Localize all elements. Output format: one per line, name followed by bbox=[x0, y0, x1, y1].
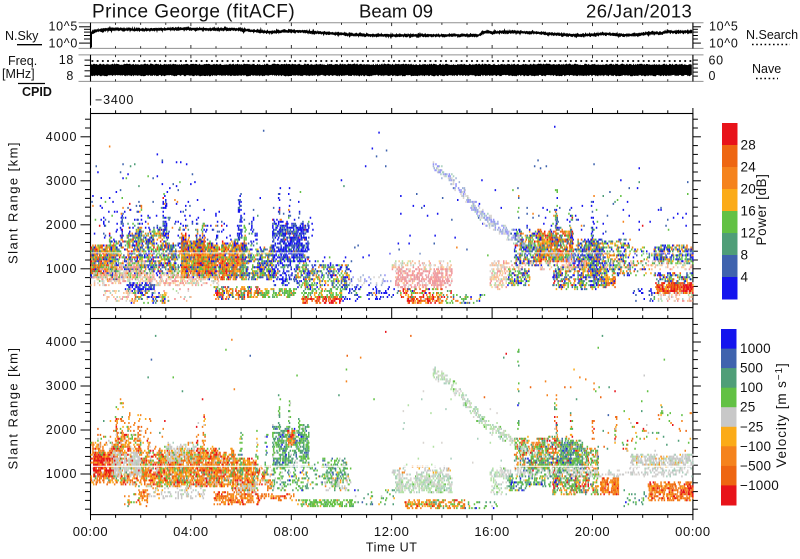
svg-text:Freq.: Freq. bbox=[8, 54, 37, 68]
svg-text:04:00: 04:00 bbox=[173, 524, 209, 539]
svg-text:1000: 1000 bbox=[740, 341, 771, 356]
svg-text:16: 16 bbox=[741, 204, 756, 219]
svg-text:20:00: 20:00 bbox=[575, 524, 611, 539]
svg-text:100: 100 bbox=[740, 380, 763, 395]
svg-text:Prince George (fitACF): Prince George (fitACF) bbox=[92, 1, 295, 22]
svg-text:3000: 3000 bbox=[46, 174, 78, 188]
svg-text:N.Sky: N.Sky bbox=[5, 29, 39, 43]
svg-text:28: 28 bbox=[741, 138, 756, 153]
svg-text:Velocity [m s−1]: Velocity [m s−1] bbox=[774, 362, 789, 467]
svg-text:12:00: 12:00 bbox=[374, 524, 410, 539]
svg-text:16:00: 16:00 bbox=[474, 524, 510, 539]
svg-text:CPID: CPID bbox=[22, 85, 52, 99]
svg-text:10^5: 10^5 bbox=[709, 19, 739, 33]
svg-text:1000: 1000 bbox=[46, 467, 78, 481]
svg-text:8: 8 bbox=[741, 248, 749, 263]
svg-text:Slant Range [km]: Slant Range [km] bbox=[6, 347, 21, 470]
svg-text:[MHz]: [MHz] bbox=[2, 67, 35, 81]
svg-text:4: 4 bbox=[741, 270, 749, 285]
svg-text:Slant Range [km]: Slant Range [km] bbox=[6, 141, 21, 264]
svg-text:N.Search: N.Search bbox=[746, 28, 798, 42]
svg-text:Power [dB]: Power [dB] bbox=[754, 173, 769, 245]
svg-text:3000: 3000 bbox=[46, 379, 78, 393]
svg-text:00:00: 00:00 bbox=[675, 524, 711, 539]
svg-text:2000: 2000 bbox=[46, 218, 78, 232]
svg-text:20: 20 bbox=[741, 182, 756, 197]
svg-text:10^5: 10^5 bbox=[48, 19, 78, 33]
svg-text:60: 60 bbox=[709, 53, 724, 67]
svg-text:24: 24 bbox=[741, 160, 757, 175]
svg-text:2000: 2000 bbox=[46, 423, 78, 437]
svg-text:−1000: −1000 bbox=[740, 478, 779, 493]
svg-text:−3400: −3400 bbox=[95, 93, 134, 107]
svg-text:18: 18 bbox=[59, 53, 74, 67]
svg-text:4000: 4000 bbox=[46, 130, 78, 144]
svg-text:1000: 1000 bbox=[46, 262, 78, 276]
svg-text:500: 500 bbox=[740, 361, 763, 376]
svg-text:8: 8 bbox=[66, 69, 74, 83]
svg-text:25: 25 bbox=[740, 400, 755, 415]
svg-text:10^0: 10^0 bbox=[48, 36, 78, 50]
svg-text:0: 0 bbox=[709, 69, 717, 83]
svg-text:−25: −25 bbox=[740, 419, 764, 434]
svg-text:10^0: 10^0 bbox=[709, 36, 739, 50]
svg-text:12: 12 bbox=[741, 226, 756, 241]
svg-text:Time UT: Time UT bbox=[366, 541, 418, 555]
svg-text:00:00: 00:00 bbox=[73, 524, 109, 539]
svg-text:26/Jan/2013: 26/Jan/2013 bbox=[586, 0, 692, 21]
svg-text:4000: 4000 bbox=[46, 335, 78, 349]
svg-text:−500: −500 bbox=[740, 458, 771, 473]
svg-text:Beam 09: Beam 09 bbox=[359, 0, 433, 21]
svg-text:−100: −100 bbox=[740, 439, 771, 454]
svg-text:08:00: 08:00 bbox=[274, 524, 310, 539]
svg-text:Nave: Nave bbox=[752, 62, 781, 76]
